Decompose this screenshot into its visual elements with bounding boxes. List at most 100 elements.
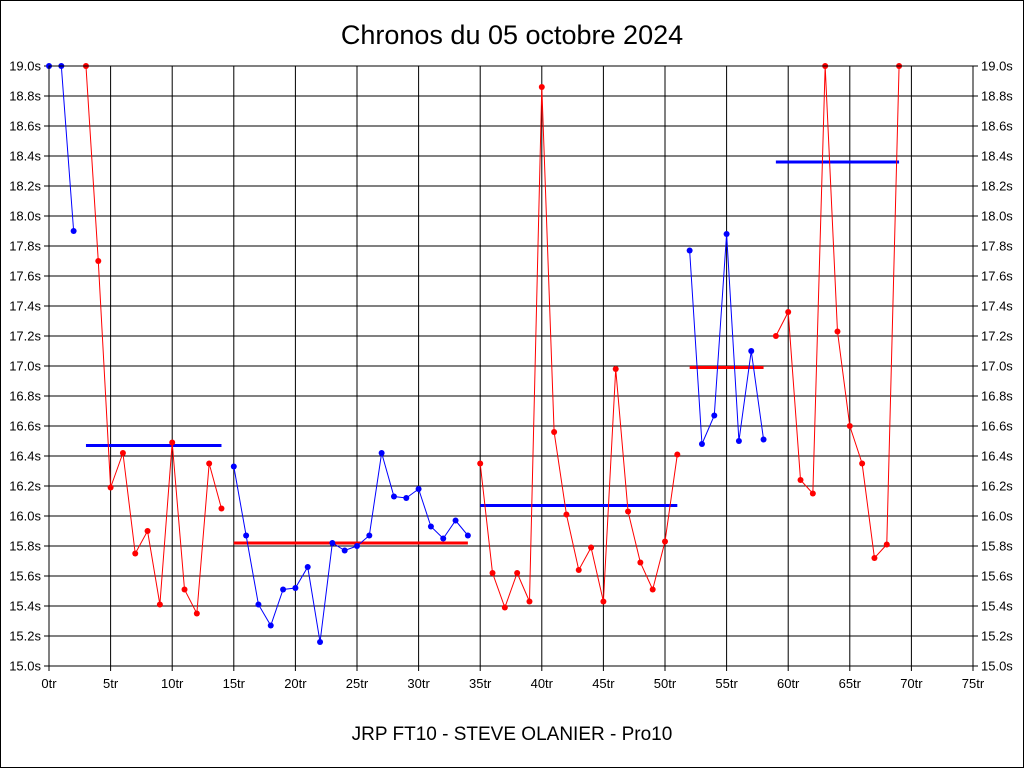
data-point [403,495,410,501]
y-tick-label-left: 18.6s [9,119,41,134]
y-tick-label-right: 18.0s [981,209,1013,224]
data-point [95,258,102,264]
y-tick-label-left: 15.2s [9,629,41,644]
x-tick-label: 15tr [223,676,246,691]
data-point [883,541,890,548]
data-point [280,586,287,593]
data-point [760,436,767,443]
data-point [255,601,262,608]
data-point [119,450,126,456]
chart-subtitle: JRP FT10 - STEVE OLANIER - Pro10 [352,724,673,745]
y-tick-label-right: 17.6s [981,269,1013,284]
data-point [181,586,188,593]
data-point [464,532,471,539]
data-point [859,460,866,467]
x-tick-label: 65tr [839,676,862,691]
data-point [107,484,114,491]
y-tick-label-left: 16.4s [9,449,41,464]
y-tick-label-right: 17.0s [981,359,1013,374]
y-tick-label-left: 19.0s [9,59,41,74]
data-point [563,511,570,518]
x-tick-label: 50tr [654,676,677,691]
y-tick-label-left: 18.0s [9,209,41,224]
data-point [662,538,668,545]
x-tick-label: 40tr [531,676,554,691]
y-tick-label-right: 18.8s [981,89,1013,104]
y-tick-label-left: 15.0s [9,659,41,674]
data-point [440,535,447,542]
y-tick-label-right: 17.2s [981,329,1013,344]
data-point [871,555,878,561]
x-tick-label: 10tr [161,676,184,691]
data-point [612,366,619,372]
data-point [317,639,324,645]
y-tick-label-left: 17.0s [9,359,41,374]
average-lines [85,160,900,545]
y-tick-label-right: 15.2s [981,629,1013,644]
data-point [243,532,250,539]
data-point [797,477,804,483]
x-tick-label: 45tr [592,676,615,691]
x-tick-label: 35tr [469,676,492,691]
y-tick-label-left: 16.0s [9,509,41,524]
data-point [809,490,816,497]
y-tick-label-right: 18.4s [981,149,1013,164]
data-point [156,601,163,608]
x-tick-label: 75tr [962,676,985,691]
data-point [366,532,373,539]
y-tick-label-left: 17.2s [9,329,41,344]
chart-title: Chronos du 05 octobre 2024 [341,20,683,50]
y-tick-label-right: 15.4s [981,599,1013,614]
data-point [132,550,139,557]
plot-area-border [48,65,974,667]
data-point [698,441,705,447]
data-point [427,523,434,530]
y-tick-label-left: 18.4s [9,149,41,164]
y-tick-label-right: 15.8s [981,539,1013,554]
data-point [674,451,681,458]
data-point [304,564,311,570]
data-point [354,543,360,549]
y-tick-label-left: 16.8s [9,389,41,404]
y-tick-label-right: 17.4s [981,299,1013,314]
data-point [267,622,274,629]
y-tick-label-left: 15.8s [9,539,41,554]
data-point [649,586,656,593]
data-point [341,547,348,554]
series-line [479,86,678,609]
series-line [85,65,222,616]
y-tick-label-right: 17.8s [981,239,1013,254]
data-point [329,540,336,546]
y-tick-label-right: 16.6s [981,419,1013,434]
data-point [748,348,755,354]
y-tick-label-right: 15.6s [981,569,1013,584]
series-layer [46,63,903,645]
data-point [378,450,385,456]
y-tick-label-right: 16.4s [981,449,1013,464]
data-point [846,423,853,429]
x-tick-label: 5tr [103,676,119,691]
data-point [230,463,237,470]
data-point [218,505,225,512]
data-point [711,412,718,419]
y-tick-label-right: 16.2s [981,479,1013,494]
data-point [390,493,397,500]
data-point [723,231,730,237]
data-point [834,328,841,335]
y-tick-label-left: 18.2s [9,179,41,194]
y-tick-label-right: 19.0s [981,59,1013,74]
data-point [686,247,693,254]
y-tick-label-left: 17.4s [9,299,41,314]
x-tick-label: 20tr [284,676,307,691]
data-point [477,460,484,467]
data-point [637,559,644,566]
data-point [489,570,496,576]
data-point [206,460,213,467]
data-point [600,598,607,605]
x-tick-label: 55tr [715,676,738,691]
series-line [775,65,900,560]
y-tick-label-left: 18.8s [9,89,41,104]
x-tick-label: 30tr [407,676,430,691]
x-tick-label: 0tr [41,676,57,691]
